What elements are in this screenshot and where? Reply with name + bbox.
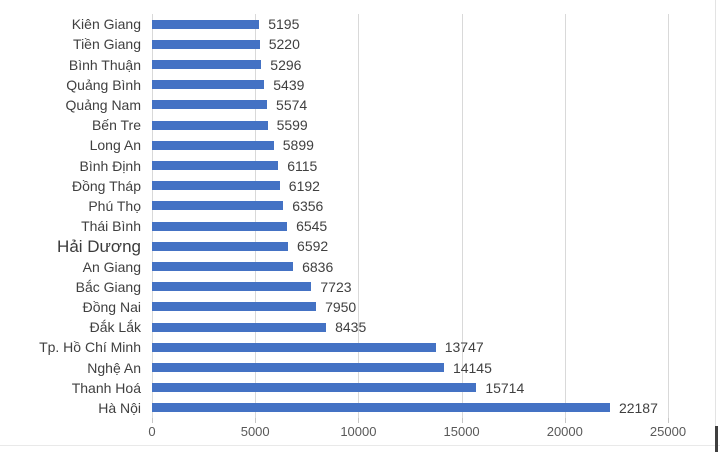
data-label: 6836 — [302, 258, 334, 275]
category-label: Kiên Giang — [71, 16, 141, 33]
data-label: 5599 — [276, 117, 308, 134]
scrollbar-fragment — [715, 426, 718, 452]
data-label: 5296 — [270, 56, 302, 73]
data-label: 6545 — [296, 218, 328, 235]
data-label: 8435 — [335, 319, 367, 336]
x-axis-tick-label: 5000 — [240, 424, 270, 439]
bottom-window-border — [0, 445, 720, 446]
x-axis-tick-label: 10000 — [340, 424, 377, 439]
axis-tick — [255, 418, 257, 423]
bar — [152, 383, 477, 393]
category-label: Đắk Lắk — [89, 319, 141, 336]
data-label: 7950 — [325, 298, 357, 315]
bar — [152, 161, 279, 170]
x-axis-tick-label: 0 — [148, 424, 156, 439]
axis-tick — [152, 418, 153, 423]
bar — [152, 363, 444, 372]
bar — [152, 201, 284, 211]
category-label: Bình Định — [79, 157, 141, 174]
data-label: 13747 — [444, 339, 484, 356]
category-label: Long An — [89, 137, 141, 154]
data-label: 7723 — [320, 278, 352, 295]
category-label: Đồng Nai — [82, 298, 141, 315]
category-label: Bình Thuận — [68, 56, 141, 73]
category-label: Tiền Giang — [73, 36, 141, 53]
data-label: 6192 — [288, 177, 320, 194]
right-window-border — [715, 0, 716, 452]
data-label: 5899 — [282, 137, 314, 154]
category-label: Hải Dương — [57, 236, 141, 256]
data-label: 5220 — [268, 36, 300, 53]
data-label: 22187 — [618, 399, 658, 416]
category-label: Hà Nội — [98, 399, 141, 416]
category-label: An Giang — [82, 258, 141, 275]
bar — [152, 342, 436, 352]
data-label: 15714 — [485, 379, 525, 396]
category-label: Nghệ An — [87, 359, 141, 376]
bar — [152, 241, 289, 251]
data-label: 5574 — [276, 96, 308, 113]
data-label: 6592 — [297, 238, 329, 255]
bar — [152, 181, 280, 191]
bar — [152, 403, 610, 413]
x-axis-tick-label: 25000 — [649, 424, 687, 439]
bar — [152, 80, 265, 90]
category-label: Phú Thọ — [88, 197, 141, 214]
gridline — [152, 14, 153, 418]
category-label: Bến Tre — [91, 117, 141, 134]
data-label: 5439 — [273, 76, 305, 93]
gridline — [255, 14, 257, 418]
gridline — [564, 14, 566, 418]
bar — [152, 39, 260, 49]
gridline — [461, 14, 463, 418]
gridline — [668, 14, 669, 418]
gridline — [358, 14, 360, 418]
axis-tick — [461, 418, 463, 423]
bar — [152, 282, 312, 292]
category-label: Quảng Nam — [65, 96, 141, 113]
axis-tick — [358, 418, 360, 423]
bar — [152, 221, 288, 231]
category-label: Quảng Bình — [66, 76, 141, 93]
category-label: Thanh Hoá — [71, 379, 141, 396]
bar — [152, 322, 327, 332]
category-label: Bắc Giang — [75, 278, 141, 295]
data-label: 14145 — [452, 359, 492, 376]
x-axis-tick-label: 20000 — [546, 424, 583, 439]
axis-tick — [564, 418, 566, 423]
bar — [152, 262, 294, 271]
axis-tick — [668, 418, 669, 423]
data-label: 6115 — [287, 157, 318, 174]
bar — [152, 100, 268, 110]
bar — [152, 140, 274, 150]
bar — [152, 19, 260, 29]
data-label: 6356 — [292, 197, 324, 214]
category-label: Thái Bình — [81, 218, 141, 235]
bar — [152, 120, 268, 130]
data-label: 5195 — [268, 16, 300, 33]
bar — [152, 60, 262, 69]
x-axis-tick-label: 15000 — [443, 424, 480, 439]
category-label: Tp. Hồ Chí Minh — [39, 339, 141, 356]
category-label: Đồng Tháp — [71, 177, 141, 194]
bar — [152, 302, 317, 312]
